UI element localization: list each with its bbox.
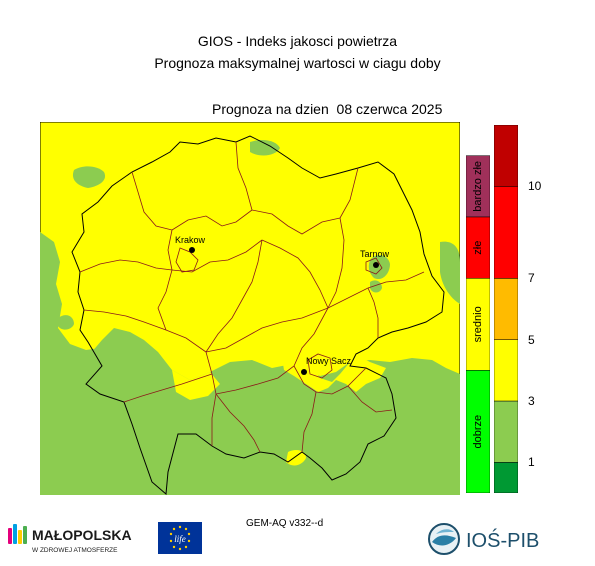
city-label: Nowy Sacz	[306, 356, 352, 366]
malopolska-name: MAŁOPOLSKA	[32, 527, 132, 543]
malopolska-tagline: W ZDROWEJ ATMOSFERZE	[32, 547, 118, 554]
quality-label: złe	[472, 241, 484, 255]
scale-tick-label: 5	[528, 332, 535, 347]
scale-band	[494, 125, 518, 187]
moderate-pockets	[172, 348, 386, 466]
ios-name: IOŚ-PIB	[466, 528, 539, 552]
eu-life-logo: life	[158, 522, 202, 554]
forecast-date-label: Prognoza na dzien 08 czerwca 2025	[212, 101, 443, 117]
scale-band	[494, 400, 518, 463]
quality-band	[466, 370, 490, 493]
south-moderate-patch	[286, 450, 306, 466]
scale-band	[494, 186, 518, 279]
city-nowy-sacz: Nowy Sacz	[301, 356, 352, 375]
scale-tick-label: 1	[528, 455, 535, 470]
west-good-patch-2	[58, 315, 74, 330]
city-marker	[373, 262, 379, 268]
city-label: Krakow	[175, 235, 206, 245]
quality-band	[466, 155, 490, 218]
scale-band	[494, 278, 518, 340]
quality-band	[466, 216, 490, 279]
scale-band	[494, 339, 518, 402]
county-borders	[79, 141, 425, 453]
city-tarnow: Tarnow	[360, 249, 390, 268]
nowy-sacz-moderate-pocket	[282, 348, 386, 392]
ios-pib-logo: IOŚ-PIB	[428, 523, 539, 555]
index-scale-legend	[494, 125, 518, 493]
map-subtitle: Prognoza maksymalnej wartosci w ciagu do…	[154, 55, 441, 71]
ios-emblem-icon	[428, 523, 460, 555]
eu-stars-icon	[169, 525, 191, 551]
malopolska-logo: MAŁOPOLSKA W ZDROWEJ ATMOSFERZE	[8, 524, 132, 554]
city-krakow: Krakow	[175, 235, 206, 253]
life-text: life	[174, 534, 186, 544]
quality-label: dobrze	[472, 415, 484, 449]
city-marker	[301, 369, 307, 375]
scale-band	[494, 462, 518, 493]
forecast-map: Krakow Tarnow Nowy Sacz	[40, 122, 460, 495]
city-marker	[189, 247, 195, 253]
east-good-patch	[440, 241, 460, 304]
quality-label: srednio	[472, 306, 484, 342]
center-moderate-pocket	[172, 370, 220, 400]
north-good-patch	[250, 140, 280, 156]
quality-label: bardzo złe	[472, 161, 484, 212]
model-version-label: GEM-AQ v332--d	[246, 518, 324, 529]
quality-band	[466, 278, 490, 371]
city-label: Tarnow	[360, 249, 390, 259]
voivodeship-border	[71, 135, 445, 495]
quality-legend: bardzo złe złe srednio dobrze	[466, 155, 490, 493]
tarnow-good-patch-2	[370, 280, 382, 293]
scale-tick-label: 3	[528, 394, 535, 408]
north-west-good-patch	[72, 166, 106, 188]
malopolska-emblem-icon	[8, 524, 27, 544]
map-title: GIOS - Indeks jakosci powietrza	[197, 33, 398, 49]
scale-tick-label: 7	[528, 271, 535, 286]
scale-tick-label: 10	[528, 179, 542, 194]
west-good-area	[40, 232, 120, 427]
